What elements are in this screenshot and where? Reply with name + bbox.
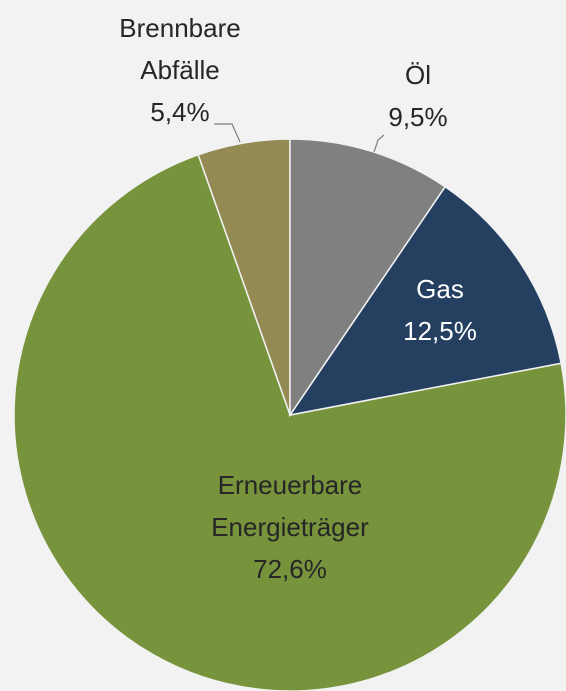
slice-label: Öl 9,5% [358,54,478,138]
slice-label: Gas 12,5% [370,268,510,352]
category-label: Gas [416,274,464,304]
category-label: Erneuerbare Energieträger [211,470,369,542]
value-label: 5,4% [150,97,210,127]
category-label: Brennbare Abfälle [119,13,241,85]
value-label: 12,5% [403,316,477,346]
pie-slice [13,153,566,691]
leader-line [214,123,241,143]
pie-slice [289,138,447,418]
category-label: Öl [405,60,431,90]
value-label: 9,5% [388,102,448,132]
pie-slice [288,185,562,417]
value-label: 72,6% [253,554,327,584]
slice-label: Erneuerbare Energieträger 72,6% [160,464,420,590]
leader-line [373,134,385,153]
slice-label: Brennbare Abfälle 5,4% [95,7,265,133]
